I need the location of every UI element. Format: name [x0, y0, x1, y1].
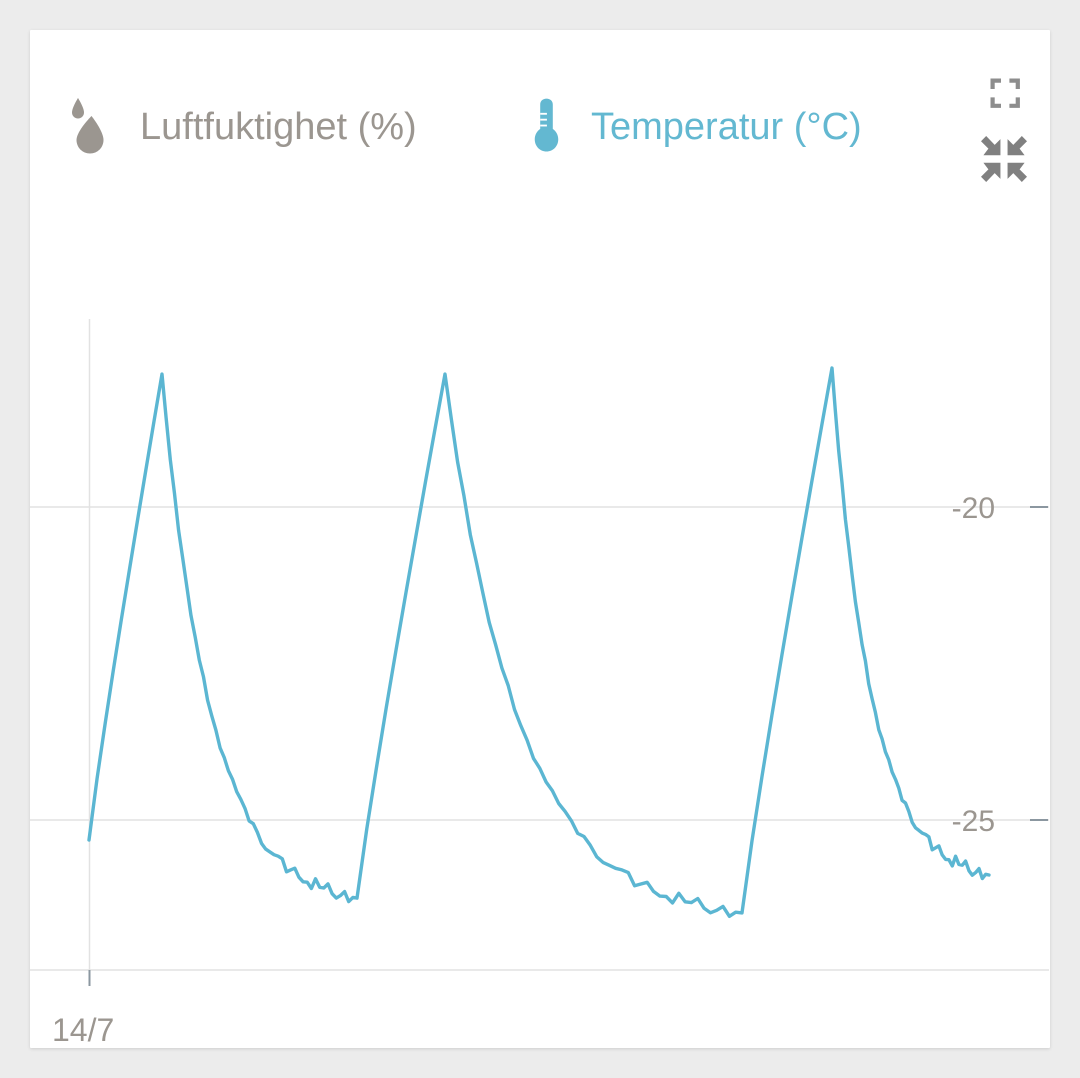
- svg-text:-20: -20: [952, 492, 995, 525]
- svg-text:-25: -25: [952, 805, 995, 838]
- svg-text:14/7: 14/7: [52, 1012, 114, 1048]
